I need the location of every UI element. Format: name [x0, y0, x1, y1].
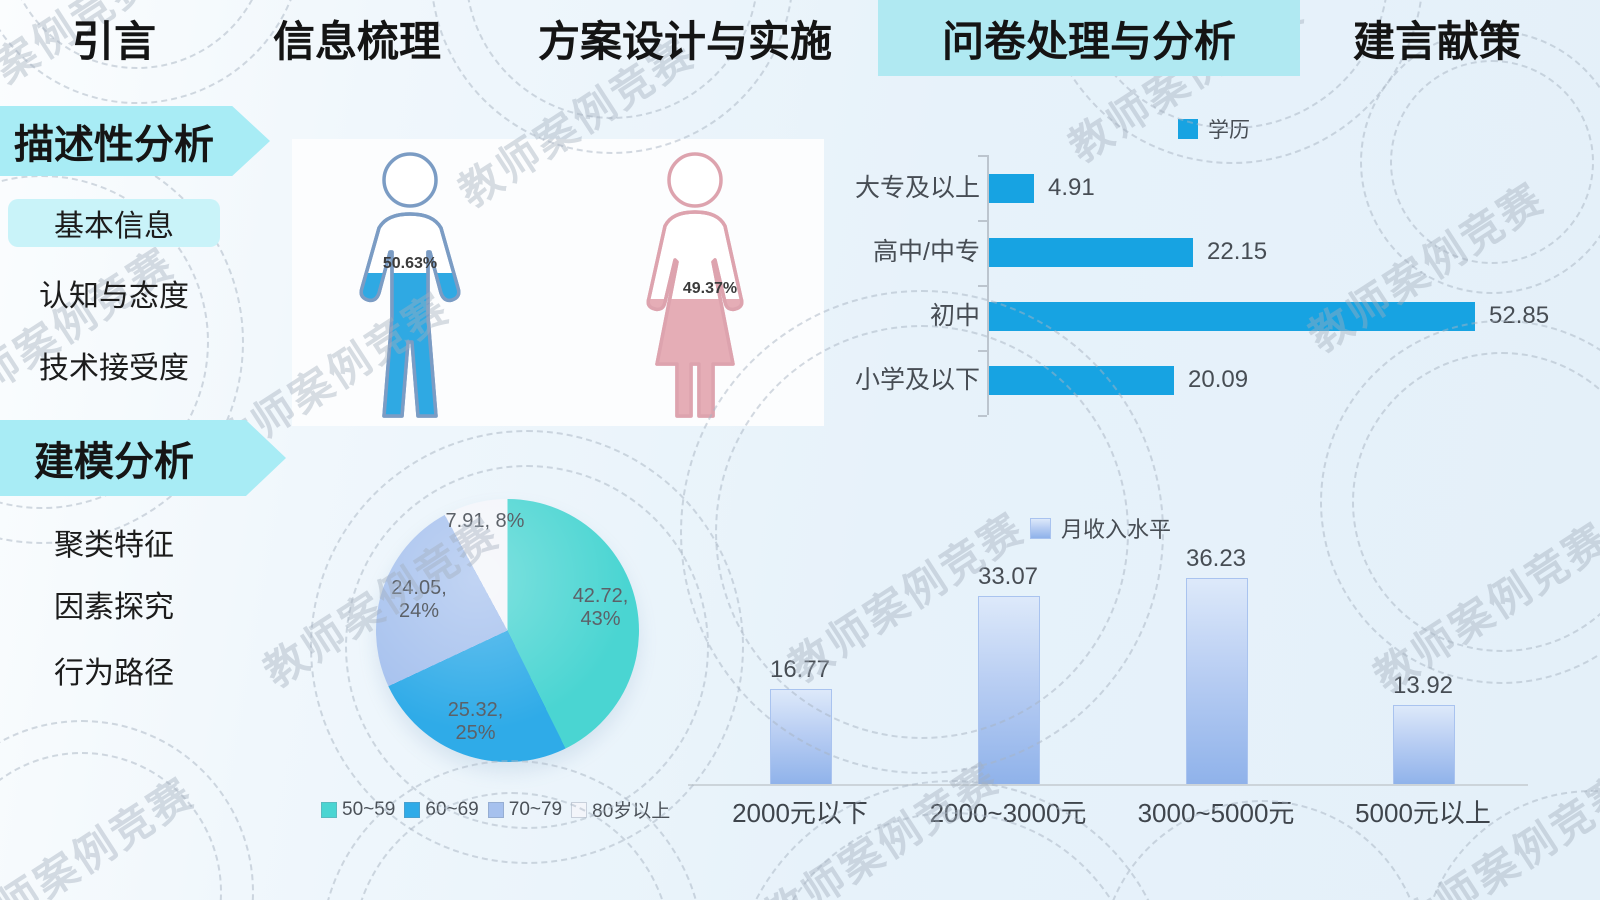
tab-information[interactable]: 信息梳理	[272, 17, 441, 65]
sidebar-section-modeling-analysis[interactable]: 建模分析	[0, 420, 286, 496]
income-legend-label: 月收入水平	[1061, 517, 1172, 542]
education-bar	[989, 174, 1034, 203]
education-bar	[989, 366, 1174, 395]
pie-slice-label: 7.91, 8%	[445, 510, 525, 532]
watermark-text: 教师案例竞赛	[0, 769, 203, 900]
education-category: 初中	[929, 302, 980, 330]
female-figure-icon	[646, 152, 744, 418]
income-category: 5000元以上	[1355, 798, 1491, 828]
watermark-text: 教师案例竞赛	[1300, 174, 1553, 361]
income-value: 16.77	[769, 656, 831, 683]
education-bar	[989, 302, 1475, 331]
pie-legend-label: 60~69	[425, 798, 479, 820]
income-bar	[1186, 578, 1248, 785]
education-legend-label: 学历	[1208, 119, 1250, 142]
tab-scheme-design[interactable]: 方案设计与实施	[537, 17, 832, 65]
sidebar-item-factor-exploration[interactable]: 因素探究	[54, 591, 174, 624]
income-axis	[688, 784, 1528, 786]
pie-legend-swatch-icon	[404, 801, 421, 818]
pie-slice-label: 24.05, 24%	[391, 577, 447, 622]
sidebar-item-cluster-features[interactable]: 聚类特征	[54, 529, 174, 562]
pie-legend-swatch-icon	[487, 801, 504, 818]
pie-legend-swatch-icon	[321, 801, 337, 818]
income-bar	[770, 689, 832, 785]
income-value: 13.92	[1392, 672, 1454, 699]
sidebar-item-cognition-attitude[interactable]: 认知与态度	[39, 280, 189, 313]
pie-legend-label: 80岁以上	[592, 801, 671, 822]
pie-legend-label: 50~59	[342, 798, 396, 820]
income-value: 33.07	[977, 563, 1039, 590]
education-legend-swatch-icon	[1178, 119, 1198, 139]
education-axis	[987, 155, 989, 415]
male-percentage-label: 50.63%	[382, 255, 438, 272]
education-value: 4.91	[1048, 174, 1095, 201]
pie-legend-swatch-icon	[571, 801, 588, 818]
watermark-text: 教师案例竞赛	[0, 239, 183, 426]
age-pie-legend: 50~59 60~69 70~79 80岁以上	[312, 796, 670, 823]
education-axis-ticks	[978, 155, 987, 417]
income-category: 2000元以下	[732, 798, 868, 828]
education-category: 小学及以下	[854, 366, 980, 394]
tab-introduction[interactable]: 引言	[71, 17, 156, 65]
income-category: 2000~3000元	[929, 798, 1087, 828]
education-category: 高中/中专	[873, 238, 980, 266]
income-legend-swatch-icon	[1030, 517, 1051, 539]
education-legend: 学历	[1178, 114, 1250, 144]
education-category: 大专及以上	[854, 174, 980, 202]
education-value: 52.85	[1489, 302, 1550, 329]
income-bar	[978, 596, 1040, 785]
sidebar-item-tech-acceptance[interactable]: 技术接受度	[39, 352, 189, 385]
age-pie-chart	[376, 499, 639, 762]
male-figure-icon	[359, 152, 461, 418]
pie-slice-label: 42.72, 43%	[572, 585, 629, 630]
pie-legend-label: 70~79	[508, 798, 563, 820]
education-value: 22.15	[1207, 238, 1268, 265]
tab-questionnaire-analysis[interactable]: 问卷处理与分析	[878, 0, 1300, 76]
sidebar-item-basic-info[interactable]: 基本信息	[8, 199, 220, 247]
education-value: 20.09	[1188, 366, 1249, 393]
female-percentage-label: 49.37%	[682, 280, 738, 297]
education-bar	[989, 238, 1193, 267]
income-value: 36.23	[1185, 545, 1247, 572]
income-category: 3000~5000元	[1137, 798, 1295, 828]
tab-suggestions[interactable]: 建言献策	[1352, 17, 1521, 65]
sidebar-item-behavior-path[interactable]: 行为路径	[54, 657, 174, 690]
income-bar	[1393, 705, 1455, 785]
pie-slice-label: 25.32, 25%	[447, 699, 504, 744]
sidebar-section-descriptive-analysis[interactable]: 描述性分析	[0, 106, 270, 176]
income-legend: 月收入水平	[1030, 512, 1171, 544]
